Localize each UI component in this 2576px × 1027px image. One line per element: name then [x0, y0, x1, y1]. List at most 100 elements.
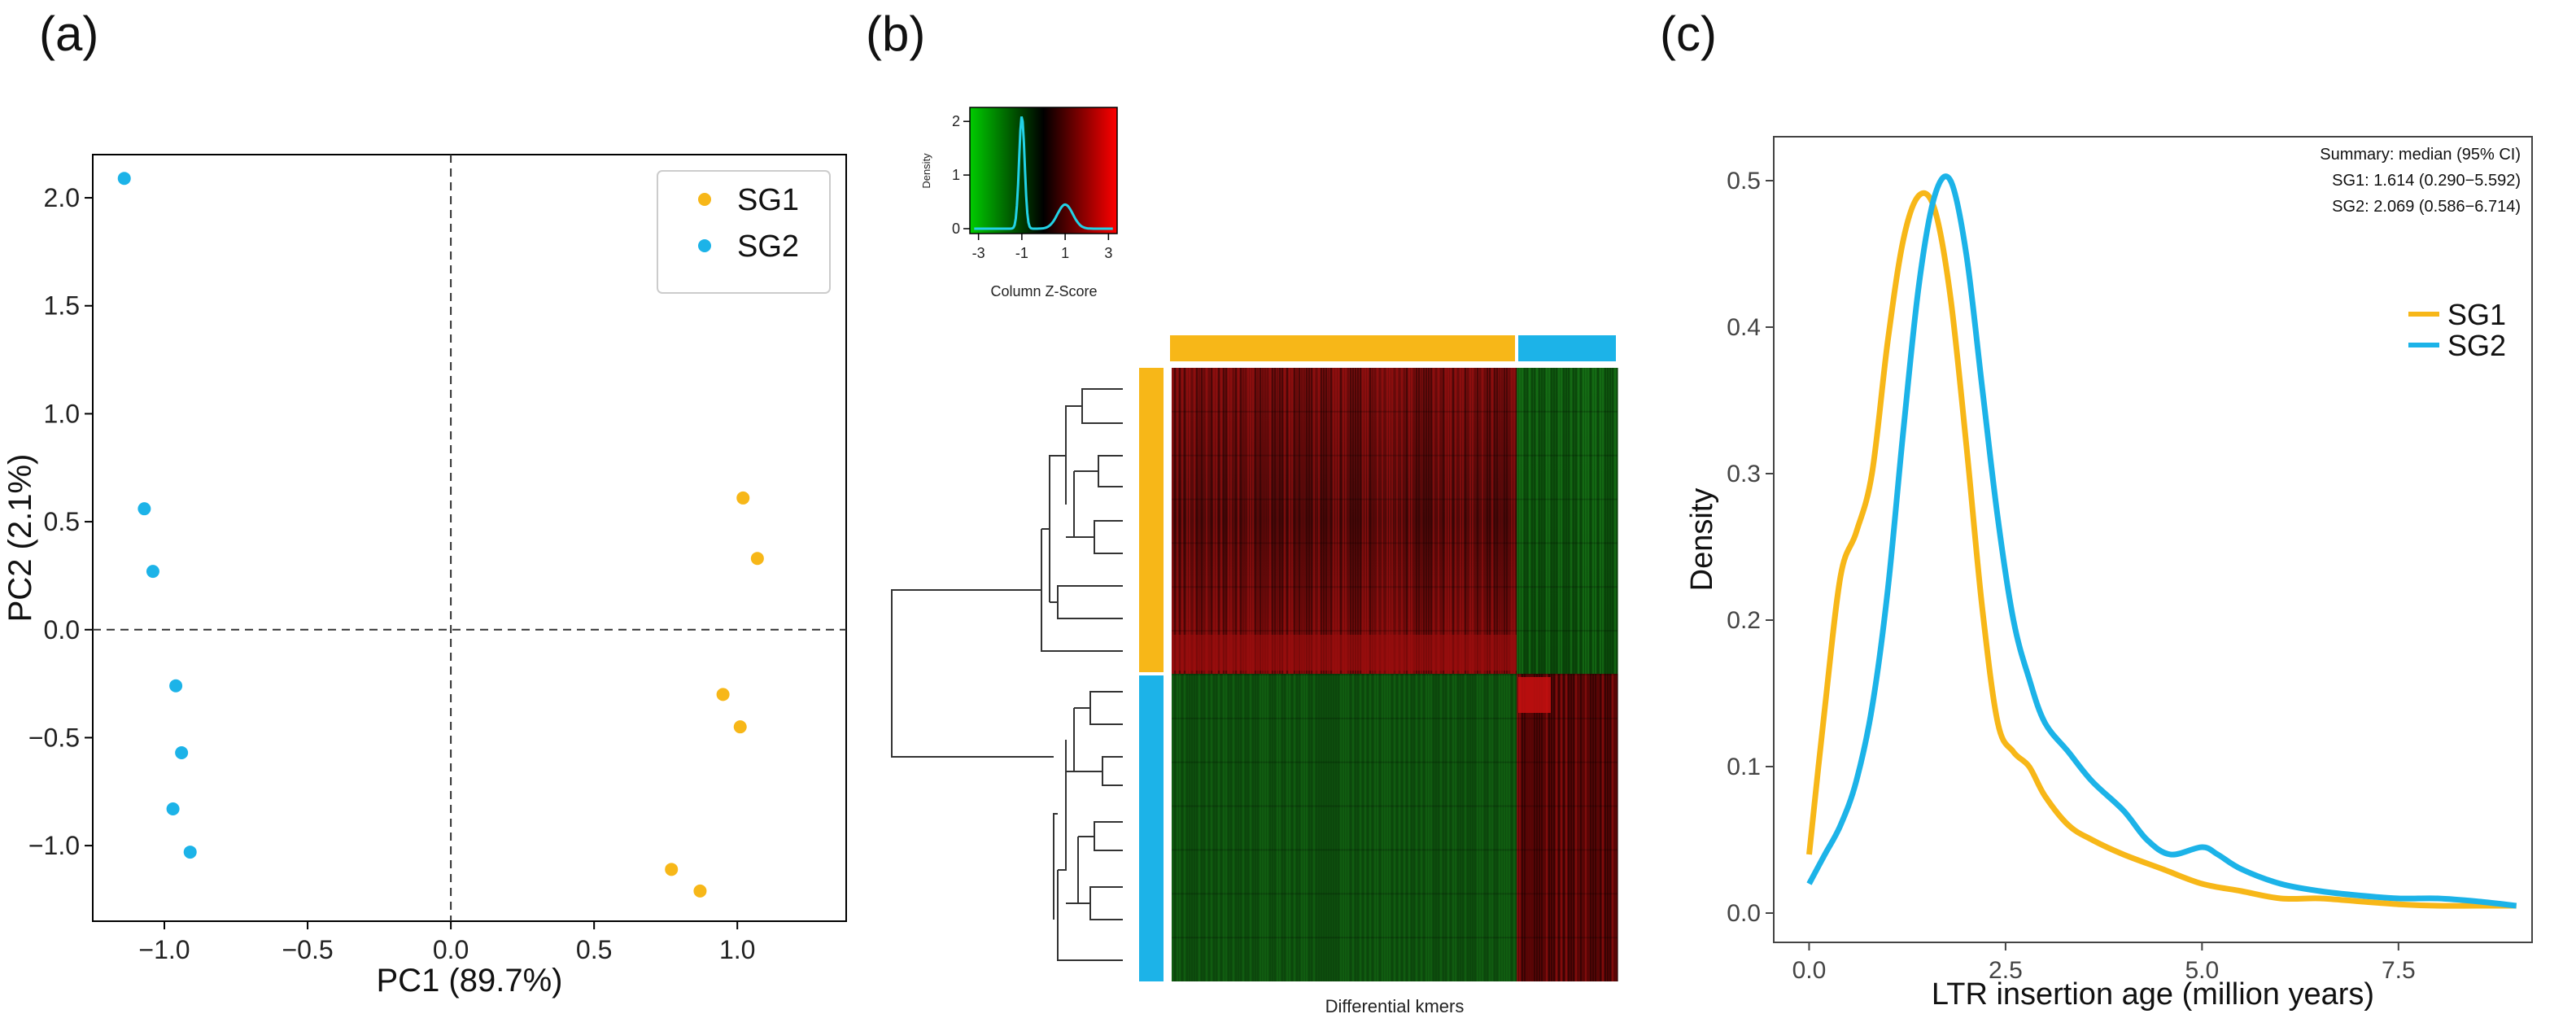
- heatmap-stripe: [1238, 674, 1239, 981]
- heatmap-stripe: [1269, 674, 1271, 981]
- panel-a-x-tick-label: −1.0: [138, 935, 190, 964]
- heatmap-stripe: [1435, 674, 1437, 981]
- heatmap-stripe: [1517, 674, 1518, 981]
- heatmap-x-label: Differential kmers: [1325, 996, 1465, 1016]
- panel-a-point-sg1: [750, 552, 764, 566]
- heatmap-stripe: [1587, 674, 1589, 981]
- heatmap-stripe: [1379, 674, 1381, 981]
- panel-c-line-sg1: [1806, 190, 2517, 909]
- heatmap-stripe: [1325, 674, 1327, 981]
- heatmap-stripe: [1519, 368, 1521, 674]
- panel-b: (b) -3 -1 1 3 0 1 2 Density Column Z-Score Di…: [866, 7, 1618, 1016]
- heatmap-stripe: [1218, 674, 1220, 981]
- heatmap-stripe: [1260, 368, 1261, 674]
- panel-a-x-tick-label: 1.0: [719, 935, 755, 964]
- heatmap-stripe: [1496, 368, 1498, 674]
- heatmap-stripe: [1597, 674, 1599, 981]
- column-side-bar-sg2: [1518, 335, 1616, 361]
- heatmap-stripe: [1399, 368, 1400, 674]
- heatmap-stripe: [1447, 674, 1449, 981]
- heatmap-row-separator: [1172, 937, 1618, 939]
- heatmap-stripe: [1541, 368, 1543, 674]
- dendrogram-branch: [1053, 813, 1058, 920]
- heatmap-stripe: [1335, 368, 1337, 674]
- heatmap-stripe: [1198, 368, 1200, 674]
- heatmap-stripe: [1299, 674, 1300, 981]
- heatmap-stripe: [1455, 674, 1456, 981]
- panel-c-x-tick-label: 7.5: [2382, 957, 2416, 984]
- heatmap-stripe: [1213, 368, 1215, 674]
- panel-a-x-axis-label: PC1 (89.7%): [377, 963, 563, 999]
- heatmap-stripe: [1255, 674, 1256, 981]
- row-side-bar-sg1: [1139, 368, 1164, 672]
- heatmap-stripe: [1323, 368, 1325, 674]
- panel-c-y-tick-label: 0.4: [1727, 314, 1761, 341]
- panel-a-point-sg2: [146, 565, 159, 579]
- heatmap-stripe: [1260, 674, 1261, 981]
- heatmap-stripe: [1479, 674, 1481, 981]
- heatmap-stripe: [1443, 674, 1444, 981]
- heatmap-stripe: [1501, 674, 1503, 981]
- heatmap-stripe: [1362, 368, 1364, 674]
- heatmap-stripe: [1541, 674, 1543, 981]
- heatmap-stripe: [1230, 674, 1232, 981]
- panel-a-x-tick-label: 0.5: [576, 935, 612, 964]
- heatmap-stripe: [1578, 368, 1579, 674]
- heatmap-stripe: [1216, 368, 1217, 674]
- heatmap-row-separator: [1172, 630, 1618, 632]
- heatmap-stripe: [1223, 674, 1225, 981]
- heatmap-stripe: [1529, 674, 1530, 981]
- heatmap-stripe: [1177, 674, 1178, 981]
- heatmap-stripe: [1184, 674, 1185, 981]
- heatmap-stripe: [1196, 674, 1198, 981]
- panel-b-label: (b): [866, 7, 925, 61]
- heatmap-stripe: [1286, 368, 1288, 674]
- heatmap-stripe: [1225, 368, 1227, 674]
- heatmap-stripe: [1343, 368, 1344, 674]
- color-key-gradient: [969, 107, 1118, 234]
- heatmap-stripe: [1372, 674, 1373, 981]
- heatmap-stripe: [1289, 368, 1290, 674]
- heatmap-stripe: [1529, 368, 1530, 674]
- heatmap-stripe: [1391, 368, 1393, 674]
- panel-a-point-sg1: [733, 720, 747, 734]
- heatmap-stripe: [1386, 674, 1388, 981]
- heatmap-stripe: [1382, 674, 1383, 981]
- heatmap-stripe: [1605, 368, 1606, 674]
- heatmap-stripe: [1548, 368, 1550, 674]
- heatmap-stripe: [1189, 674, 1190, 981]
- heatmap-stripe: [1607, 368, 1609, 674]
- heatmap-stripe: [1401, 674, 1403, 981]
- heatmap-stripe: [1386, 368, 1388, 674]
- heatmap-stripe: [1408, 368, 1410, 674]
- heatmap-stripe: [1323, 674, 1325, 981]
- dendrogram-branch: [1066, 471, 1075, 538]
- color-key-x-tick-label: 3: [1104, 245, 1112, 261]
- heatmap-stripe: [1452, 674, 1454, 981]
- heatmap-stripe: [1247, 368, 1249, 674]
- heatmap-stripe: [1267, 368, 1268, 674]
- panel-a-y-tick-label: 1.5: [44, 291, 80, 321]
- heatmap-stripe: [1423, 674, 1425, 981]
- heatmap-stripe: [1614, 368, 1616, 674]
- dendrogram-branch: [1094, 520, 1123, 554]
- heatmap-stripe: [1592, 368, 1594, 674]
- panel-c-summary: Summary: median (95% CI) SG1: 1.614 (0.2…: [2320, 146, 2521, 216]
- heatmap-stripe: [1384, 368, 1386, 674]
- heatmap-stripe: [1294, 674, 1295, 981]
- heatmap-stripe: [1426, 368, 1427, 674]
- dendrogram-branch: [1081, 388, 1123, 424]
- heatmap-stripe: [1184, 368, 1185, 674]
- dendrogram-branch: [1058, 740, 1067, 871]
- column-side-bar-sg1: [1170, 335, 1515, 361]
- heatmap-stripe: [1477, 674, 1478, 981]
- heatmap-stripe: [1286, 674, 1288, 981]
- heatmap-stripe: [1489, 674, 1491, 981]
- panel-a: (a) −1.0 −0.5 0.0 0.5 1.0 −1.0 −0.5 0.0 0.5 1.0 1…: [2, 7, 847, 999]
- heatmap-stripe: [1394, 674, 1395, 981]
- heatmap-stripe: [1413, 368, 1415, 674]
- heatmap-stripe: [1247, 674, 1249, 981]
- heatmap-stripe: [1430, 674, 1432, 981]
- heatmap-stripe: [1467, 674, 1469, 981]
